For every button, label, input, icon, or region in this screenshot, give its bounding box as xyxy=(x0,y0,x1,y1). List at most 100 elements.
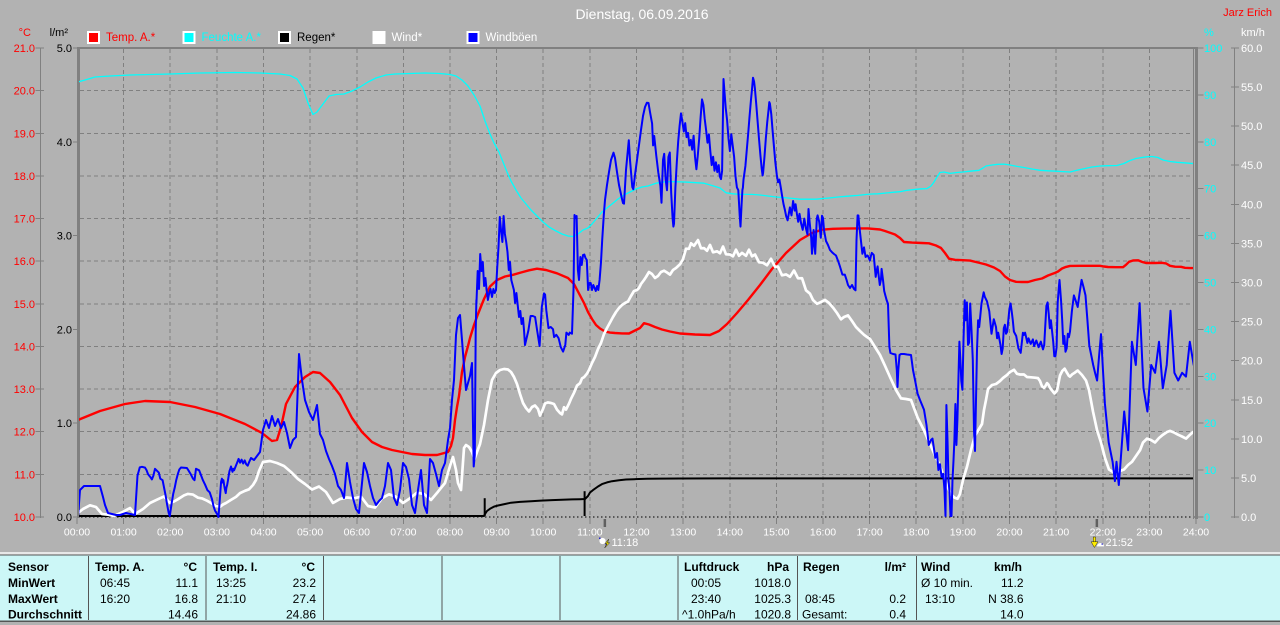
svg-text:1025.3: 1025.3 xyxy=(754,592,791,606)
svg-text:°C: °C xyxy=(302,560,316,574)
svg-text:13:10: 13:10 xyxy=(925,592,955,606)
svg-text:90: 90 xyxy=(1204,90,1216,102)
svg-text:01:00: 01:00 xyxy=(110,527,136,539)
svg-text:MinWert: MinWert xyxy=(8,576,55,590)
svg-text:15.0: 15.0 xyxy=(1241,395,1262,407)
svg-text:MaxWert: MaxWert xyxy=(8,592,58,606)
svg-text:Jarz Erich: Jarz Erich xyxy=(1223,7,1272,19)
svg-text:23:40: 23:40 xyxy=(691,592,721,606)
svg-text:80: 80 xyxy=(1204,137,1216,149)
svg-text:14.0: 14.0 xyxy=(14,342,35,354)
svg-text:Durchschnitt: Durchschnitt xyxy=(8,608,82,622)
svg-text:N 38.6: N 38.6 xyxy=(988,592,1024,606)
svg-text:1020.8: 1020.8 xyxy=(754,608,791,622)
svg-text:km/h: km/h xyxy=(994,560,1022,574)
svg-text:0.0: 0.0 xyxy=(57,512,72,524)
svg-text:l/m²: l/m² xyxy=(50,27,69,39)
svg-text:50: 50 xyxy=(1204,278,1216,290)
svg-text:04:00: 04:00 xyxy=(250,527,276,539)
svg-text:23.2: 23.2 xyxy=(293,576,317,590)
svg-text:Temp. A.*: Temp. A.* xyxy=(106,32,156,44)
svg-text:Wind*: Wind* xyxy=(392,32,423,44)
svg-text:14.0: 14.0 xyxy=(1000,608,1024,622)
svg-text:Luftdruck: Luftdruck xyxy=(684,560,740,574)
svg-text:Sensor: Sensor xyxy=(8,560,49,574)
svg-text:Temp. I.: Temp. I. xyxy=(213,560,257,574)
svg-text:5.0: 5.0 xyxy=(57,43,72,55)
svg-text:km/h: km/h xyxy=(1241,27,1265,39)
svg-text:18:00: 18:00 xyxy=(903,527,929,539)
svg-text:24.86: 24.86 xyxy=(286,608,316,622)
svg-text:11.1: 11.1 xyxy=(176,576,199,590)
svg-text:14.46: 14.46 xyxy=(168,608,198,622)
svg-text:10.0: 10.0 xyxy=(1241,434,1262,446)
svg-text:03:00: 03:00 xyxy=(204,527,230,539)
svg-text:40: 40 xyxy=(1204,324,1216,336)
svg-text:13:25: 13:25 xyxy=(216,576,246,590)
svg-text:12.0: 12.0 xyxy=(14,427,35,439)
svg-text:09:00: 09:00 xyxy=(483,527,509,539)
svg-text:16.8: 16.8 xyxy=(175,592,199,606)
svg-text:11.0: 11.0 xyxy=(14,469,35,481)
svg-text:21:00: 21:00 xyxy=(1043,527,1069,539)
svg-text:16:20: 16:20 xyxy=(100,592,130,606)
svg-text:05:00: 05:00 xyxy=(297,527,323,539)
svg-text:19.0: 19.0 xyxy=(14,128,35,140)
svg-text:0.4: 0.4 xyxy=(889,608,906,622)
svg-text:08:45: 08:45 xyxy=(805,592,835,606)
svg-text:30: 30 xyxy=(1204,371,1216,383)
svg-text:07:00: 07:00 xyxy=(390,527,416,539)
svg-text:27.4: 27.4 xyxy=(293,592,317,606)
svg-text:Dienstag, 06.09.2016: Dienstag, 06.09.2016 xyxy=(575,6,708,22)
svg-text:20:00: 20:00 xyxy=(996,527,1022,539)
svg-text:22:00: 22:00 xyxy=(1090,527,1116,539)
svg-text:25.0: 25.0 xyxy=(1241,317,1262,329)
svg-text:12:00: 12:00 xyxy=(623,527,649,539)
svg-text:^1.0hPa/h: ^1.0hPa/h xyxy=(682,608,736,622)
svg-text:Regen*: Regen* xyxy=(297,32,336,44)
svg-text:Feuchte A.*: Feuchte A.* xyxy=(202,32,262,44)
svg-text:°C: °C xyxy=(19,27,31,39)
svg-text:06:00: 06:00 xyxy=(344,527,370,539)
svg-text:15.0: 15.0 xyxy=(14,299,35,311)
svg-text:21:10: 21:10 xyxy=(216,592,246,606)
svg-text:0.0: 0.0 xyxy=(1241,512,1256,524)
svg-text:21.0: 21.0 xyxy=(14,43,35,55)
svg-text:60: 60 xyxy=(1204,231,1216,243)
svg-text:Windböen: Windböen xyxy=(486,32,538,44)
svg-text:13.0: 13.0 xyxy=(14,384,35,396)
svg-text:10.0: 10.0 xyxy=(14,512,35,524)
svg-text:100: 100 xyxy=(1204,43,1222,55)
svg-text:00:05: 00:05 xyxy=(691,576,721,590)
svg-text:40.0: 40.0 xyxy=(1241,199,1262,211)
svg-text:70: 70 xyxy=(1204,184,1216,196)
svg-text:0.2: 0.2 xyxy=(889,592,906,606)
svg-text:15:00: 15:00 xyxy=(763,527,789,539)
svg-text:24:00: 24:00 xyxy=(1183,527,1209,539)
svg-text:50.0: 50.0 xyxy=(1241,121,1262,133)
svg-text:hPa: hPa xyxy=(767,560,789,574)
svg-text:Wind: Wind xyxy=(921,560,950,574)
svg-text:11:18: 11:18 xyxy=(612,537,639,549)
svg-text:17:00: 17:00 xyxy=(856,527,882,539)
svg-text:02:00: 02:00 xyxy=(157,527,183,539)
svg-text:Temp. A.: Temp. A. xyxy=(95,560,144,574)
svg-text:1018.0: 1018.0 xyxy=(754,576,791,590)
svg-text:16.0: 16.0 xyxy=(14,256,35,268)
svg-text:20.0: 20.0 xyxy=(14,86,35,98)
svg-text:3.0: 3.0 xyxy=(57,231,72,243)
svg-text:10:00: 10:00 xyxy=(530,527,556,539)
svg-text:°C: °C xyxy=(184,560,198,574)
svg-text:00:00: 00:00 xyxy=(64,527,90,539)
svg-text:23:00: 23:00 xyxy=(1136,527,1162,539)
svg-text:11.2: 11.2 xyxy=(1001,576,1024,590)
svg-text:1.0: 1.0 xyxy=(57,418,72,430)
svg-text:Regen: Regen xyxy=(803,560,840,574)
svg-text:2.0: 2.0 xyxy=(57,324,72,336)
svg-text:l/m²: l/m² xyxy=(885,560,906,574)
svg-text:10: 10 xyxy=(1204,465,1216,477)
svg-text:19:00: 19:00 xyxy=(950,527,976,539)
svg-text:18.0: 18.0 xyxy=(14,171,35,183)
svg-text:20: 20 xyxy=(1204,418,1216,430)
svg-text:14:00: 14:00 xyxy=(717,527,743,539)
